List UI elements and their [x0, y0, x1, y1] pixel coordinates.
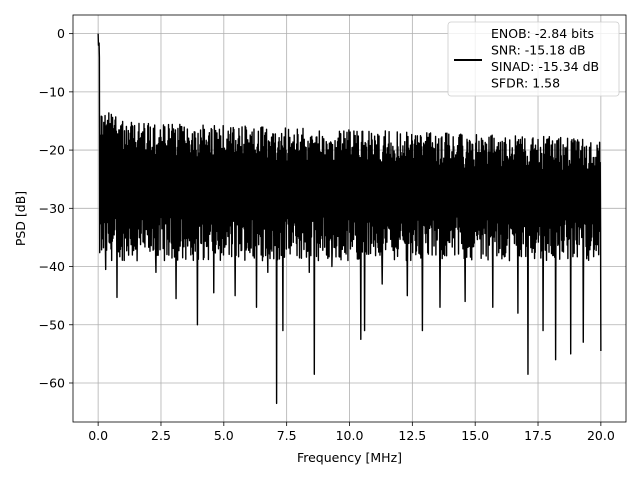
y-tick-label: −10	[39, 84, 65, 99]
x-tick-label: 10.0	[336, 428, 364, 443]
y-tick-label: −60	[39, 375, 65, 390]
x-tick-label: 15.0	[461, 428, 489, 443]
x-tick-label: 17.5	[524, 428, 552, 443]
y-axis-label: PSD [dB]	[13, 191, 28, 246]
psd-series	[97, 33, 602, 405]
y-axis-ticks: 0 −10 −20 −30 −40 −50 −60	[39, 26, 73, 390]
psd-line	[97, 33, 602, 405]
legend: ENOB: -2.84 bits SNR: -15.18 dB SINAD: -…	[447, 21, 620, 97]
x-tick-label: 5.0	[214, 428, 234, 443]
y-tick-label: −30	[39, 201, 65, 216]
x-tick-label: 12.5	[398, 428, 426, 443]
x-tick-label: 20.0	[587, 428, 615, 443]
y-tick-label: −20	[39, 143, 65, 158]
x-tick-label: 0.0	[88, 428, 108, 443]
x-tick-label: 2.5	[151, 428, 171, 443]
y-tick-label: −40	[39, 259, 65, 274]
y-tick-label: −50	[39, 317, 65, 332]
legend-box	[447, 21, 620, 97]
legend-entry-snr: SNR: -15.18 dB	[491, 43, 586, 58]
y-tick-label: 0	[57, 26, 65, 41]
legend-entry-sinad: SINAD: -15.34 dB	[491, 59, 599, 74]
legend-entry-sfdr: SFDR: 1.58	[491, 76, 560, 91]
legend-entry-enob: ENOB: -2.84 bits	[491, 26, 594, 41]
x-tick-label: 7.5	[277, 428, 297, 443]
x-axis-label: Frequency [MHz]	[297, 450, 402, 465]
x-axis-ticks: 0.0 2.5 5.0 7.5 10.0 12.5 15.0 17.5 20.0	[88, 422, 615, 443]
